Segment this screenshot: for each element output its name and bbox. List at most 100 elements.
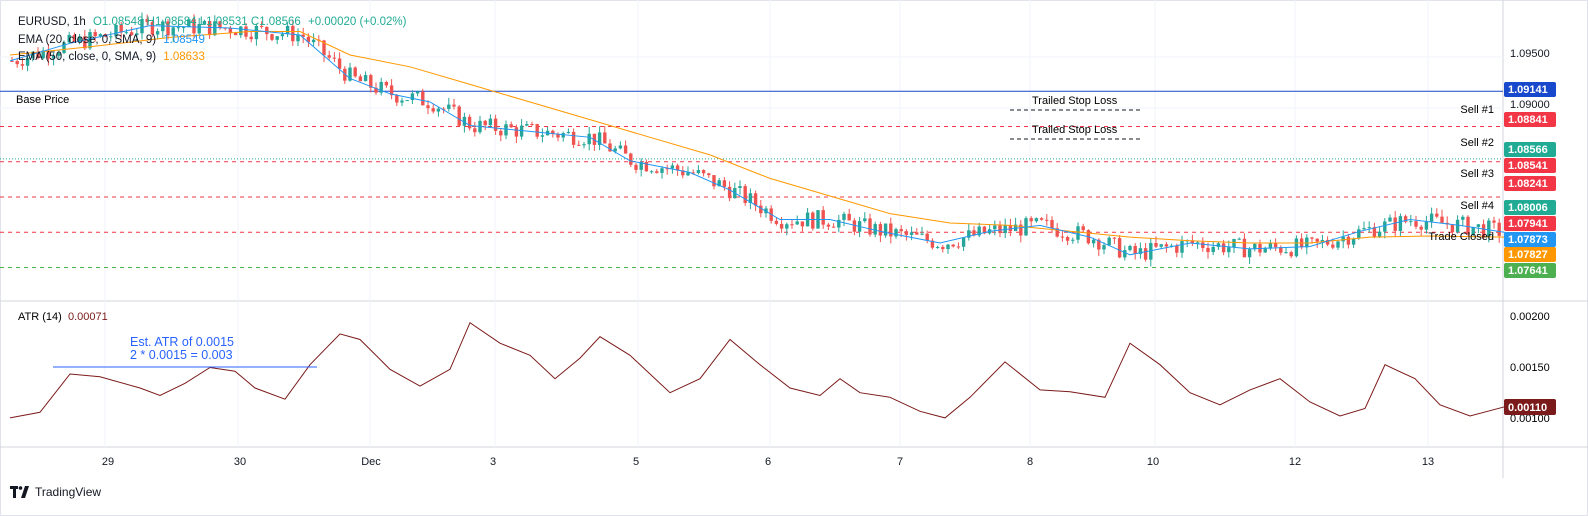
time-axis[interactable]: 29 30 Dec 3 5 6 7 8 10 12 13 <box>102 456 1434 468</box>
candle-body <box>1055 228 1059 237</box>
candle-body <box>800 221 805 227</box>
legend-ema50-value: 1.08633 <box>163 51 205 63</box>
candle-body <box>1164 244 1169 247</box>
candle-body <box>254 25 259 40</box>
legend-symbol-row[interactable]: EURUSD, 1h O1.08548 H1.08584 L1.08531 C1… <box>18 16 410 28</box>
candle-body <box>166 21 170 36</box>
candle-body <box>259 25 264 27</box>
atr-tick-2: 0.00150 <box>1510 362 1550 374</box>
atr-value: 0.00071 <box>68 311 108 323</box>
candle-body <box>779 223 784 229</box>
candle-body <box>883 223 888 236</box>
candle-body <box>1289 252 1293 257</box>
candle-body <box>727 186 732 199</box>
candle-body <box>1211 246 1215 253</box>
candle-body <box>582 144 586 146</box>
atr-note-1: Est. ATR of 0.0015 <box>130 335 234 349</box>
legend-change: +0.00020 (+0.02%) <box>307 16 407 28</box>
atr-badge <box>1504 399 1556 415</box>
candle-body <box>852 220 857 232</box>
candle-body <box>1039 218 1044 220</box>
legend-ema20-row[interactable]: EMA (20, close, 0, SMA, 9) 1.08549 <box>18 34 209 46</box>
sell-1-label: Sell #1 <box>1460 104 1494 116</box>
candle-body <box>504 124 508 136</box>
candle-body <box>1487 220 1491 238</box>
candle-body <box>873 224 877 235</box>
legend-symbol[interactable]: EURUSD, 1h <box>18 16 86 28</box>
candle-body <box>265 26 269 35</box>
candle-body <box>426 105 430 109</box>
candle-body <box>1091 239 1096 244</box>
candle-body <box>774 220 779 224</box>
candle-body <box>1268 243 1273 249</box>
candle-body <box>1273 243 1278 248</box>
candle-body <box>1247 249 1252 258</box>
candle-body <box>1221 243 1226 253</box>
candle-body <box>431 108 435 112</box>
candle-body <box>249 36 253 40</box>
price-badge-text: 1.07873 <box>1508 234 1548 246</box>
trailed-stop-label-2: Trailed Stop Loss <box>1032 124 1118 136</box>
candle-body <box>213 21 217 36</box>
candle-body <box>1284 252 1288 254</box>
candle-body <box>904 231 909 235</box>
candle-body <box>218 21 222 28</box>
candle-body <box>483 120 487 126</box>
time-axis-label: 6 <box>765 456 771 468</box>
candle-body <box>811 212 815 229</box>
candle-body <box>915 232 919 235</box>
candle-body <box>930 240 935 248</box>
candle-body <box>114 24 118 37</box>
candle-body <box>306 36 311 43</box>
candle-body <box>1393 217 1397 231</box>
candle-body <box>124 32 129 34</box>
candle-body <box>410 93 415 101</box>
candle-body <box>379 81 383 93</box>
candle-body <box>57 52 61 56</box>
candle-body <box>826 224 831 227</box>
candle-body <box>291 25 295 42</box>
price-badge-text: 1.08541 <box>1508 160 1548 172</box>
candle-body <box>145 19 149 23</box>
candle-body <box>343 68 347 81</box>
price-badge-text: 1.08006 <box>1508 202 1548 214</box>
candle-body <box>935 246 940 248</box>
candle-body <box>51 55 56 59</box>
atr-badge-text: 0.00110 <box>1508 402 1547 414</box>
trailed-stop-label-1: Trailed Stop Loss <box>1032 95 1118 107</box>
price-tick-2: 1.09000 <box>1510 99 1550 111</box>
candle-body <box>1216 243 1221 247</box>
candle-body <box>556 134 560 138</box>
price-badge-text: 1.08841 <box>1508 114 1548 126</box>
candle-body <box>1138 248 1143 254</box>
candle-body <box>1377 231 1382 238</box>
candle-body <box>88 32 92 49</box>
candle-body <box>1372 227 1377 238</box>
price-badges: 1.09141 1.08841 1.08566 1.08541 1.08241 1.080… <box>1504 82 1556 278</box>
atr-line <box>9 321 1506 419</box>
candle-body <box>634 164 638 170</box>
candle-body <box>525 124 529 126</box>
candle-body <box>655 171 659 173</box>
horizontal-levels[interactable] <box>0 90 1503 269</box>
candle-body <box>389 85 394 96</box>
tradingview-watermark[interactable]: TradingView <box>10 485 101 499</box>
time-axis-label: 3 <box>490 456 496 468</box>
candle-body <box>863 218 867 222</box>
candle-body <box>519 125 524 137</box>
candle-body <box>140 19 144 34</box>
candle-body <box>46 50 51 59</box>
time-axis-label: 7 <box>897 456 903 468</box>
candle-body <box>192 19 196 34</box>
candle-body <box>353 67 357 77</box>
candle-body <box>639 161 643 170</box>
candle-body <box>1414 221 1418 227</box>
candle-body <box>1440 216 1444 223</box>
candle-body <box>982 226 987 234</box>
candle-body <box>842 213 846 220</box>
candle-body <box>332 57 337 59</box>
candle-body <box>941 246 945 250</box>
legend-ema50-row[interactable]: EMA (50, close, 0, SMA, 9) 1.08633 <box>18 51 209 63</box>
candle-body <box>868 218 872 235</box>
